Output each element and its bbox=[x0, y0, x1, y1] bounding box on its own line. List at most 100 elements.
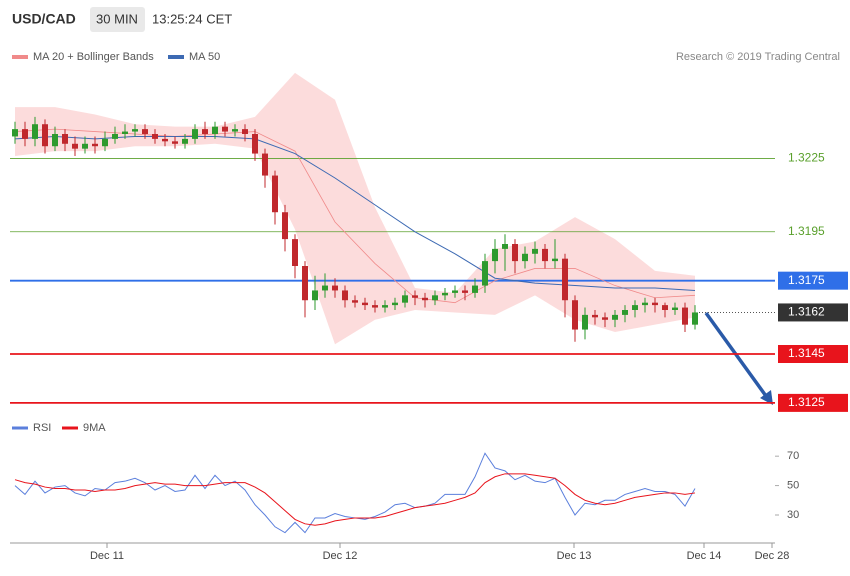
forecast-arrowhead bbox=[760, 390, 773, 405]
x-tick-label: Dec 28 bbox=[755, 550, 790, 562]
candle-body bbox=[342, 290, 348, 301]
candle-body bbox=[352, 300, 358, 303]
candle-body bbox=[522, 253, 528, 262]
candle-body bbox=[132, 129, 138, 132]
candle-body bbox=[562, 258, 568, 301]
candle-body bbox=[22, 129, 28, 139]
candle-body bbox=[222, 126, 228, 132]
last-price-label: 1.3162 bbox=[788, 305, 825, 319]
interval: 30 MIN bbox=[96, 11, 138, 26]
candle-body bbox=[252, 134, 258, 154]
candle-body bbox=[282, 212, 288, 240]
candle-body bbox=[212, 126, 218, 134]
candle-body bbox=[642, 302, 648, 306]
ma-line bbox=[14, 135, 696, 291]
candle-body bbox=[672, 307, 678, 310]
candle-body bbox=[32, 124, 38, 139]
candle-body bbox=[442, 292, 448, 296]
candle-body bbox=[62, 134, 68, 144]
time: 13:25:24 CET bbox=[152, 11, 232, 26]
candle-body bbox=[412, 295, 418, 298]
candle-body bbox=[372, 305, 378, 308]
candle-body bbox=[182, 138, 188, 144]
candle-body bbox=[582, 314, 588, 330]
candle-body bbox=[382, 305, 388, 308]
candle-body bbox=[532, 248, 538, 254]
candle-body bbox=[682, 307, 688, 325]
candle-body bbox=[322, 285, 328, 291]
last-price-box bbox=[778, 303, 848, 322]
candle-body bbox=[162, 138, 168, 142]
level-label: 1.3175 bbox=[788, 273, 825, 287]
x-tick-label: Dec 11 bbox=[90, 550, 124, 562]
candle-body bbox=[92, 143, 98, 147]
candle-body bbox=[82, 143, 88, 149]
candle-body bbox=[692, 312, 698, 325]
candle-body bbox=[332, 285, 338, 291]
candle-body bbox=[152, 134, 158, 139]
candle-body bbox=[592, 314, 598, 318]
candle-body bbox=[612, 314, 618, 320]
symbol: USD/CAD bbox=[12, 11, 76, 27]
candle-body bbox=[42, 124, 48, 147]
level-label: 1.3145 bbox=[788, 346, 825, 360]
candle-body bbox=[112, 134, 118, 139]
candle-body bbox=[422, 297, 428, 301]
level-label: 1.3225 bbox=[788, 151, 825, 165]
credit: Research © 2019 Trading Central bbox=[676, 51, 840, 63]
y-tick-label: 50 bbox=[787, 479, 799, 491]
candle-body bbox=[452, 290, 458, 293]
x-tick-label: Dec 14 bbox=[687, 550, 722, 562]
candle-body bbox=[52, 134, 58, 147]
candle-body bbox=[12, 129, 18, 137]
candle-body bbox=[262, 153, 268, 176]
candle-body bbox=[172, 141, 178, 144]
level-label: 1.3195 bbox=[788, 224, 825, 238]
candle-body bbox=[552, 258, 558, 262]
candle-body bbox=[202, 129, 208, 134]
x-tick-label: Dec 12 bbox=[323, 550, 358, 562]
candle-body bbox=[602, 317, 608, 320]
candle-body bbox=[472, 285, 478, 293]
candle-body bbox=[122, 131, 128, 134]
candle-body bbox=[272, 175, 278, 213]
x-tick-label: Dec 13 bbox=[557, 550, 592, 562]
candle-body bbox=[462, 290, 468, 293]
legend-label: MA 20 + Bollinger Bands bbox=[33, 51, 154, 63]
candle-body bbox=[102, 138, 108, 147]
candle-body bbox=[72, 143, 78, 149]
candle-body bbox=[502, 244, 508, 249]
y-tick-label: 30 bbox=[787, 509, 799, 521]
level-box bbox=[778, 393, 848, 412]
candle-body bbox=[432, 295, 438, 301]
candle-body bbox=[632, 305, 638, 310]
candle-body bbox=[302, 266, 308, 301]
legend-label: 9MA bbox=[83, 422, 106, 434]
candle-body bbox=[622, 310, 628, 315]
legend-label: RSI bbox=[33, 422, 51, 434]
candle-body bbox=[392, 302, 398, 306]
legend-label: MA 50 bbox=[189, 51, 220, 63]
candle-body bbox=[572, 300, 578, 330]
candle-body bbox=[482, 261, 488, 286]
candle-body bbox=[662, 305, 668, 310]
candle-body bbox=[512, 244, 518, 262]
candle-body bbox=[292, 239, 298, 266]
candle-body bbox=[142, 129, 148, 134]
candle-body bbox=[402, 295, 408, 303]
candle-body bbox=[232, 129, 238, 132]
ma-line bbox=[14, 128, 696, 304]
candle-body bbox=[312, 290, 318, 301]
candle-body bbox=[362, 302, 368, 306]
level-box bbox=[778, 271, 848, 290]
level-box bbox=[778, 345, 848, 363]
level-label: 1.3125 bbox=[788, 395, 825, 409]
candle-body bbox=[652, 302, 658, 306]
y-tick-label: 70 bbox=[787, 450, 799, 462]
interval-box bbox=[90, 7, 145, 32]
candle-body bbox=[242, 129, 248, 134]
candle-body bbox=[542, 248, 548, 262]
candle-body bbox=[492, 248, 498, 262]
